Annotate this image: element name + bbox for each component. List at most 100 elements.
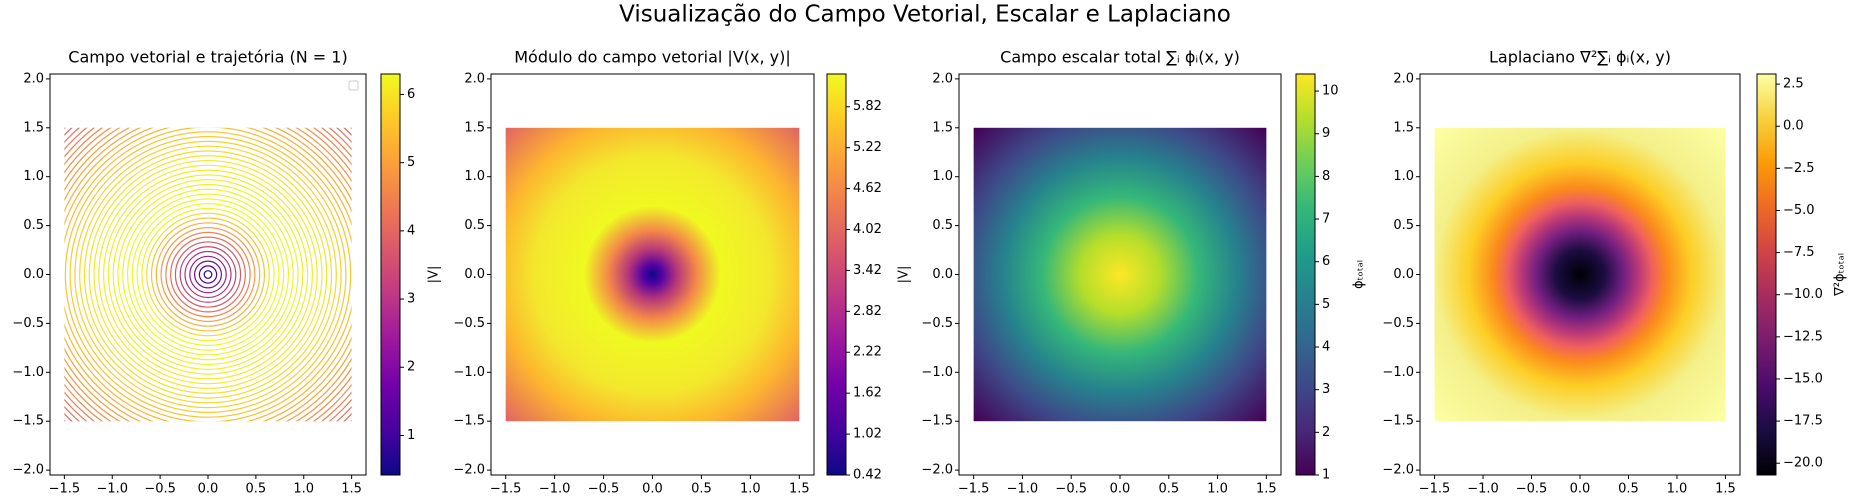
y-tick-label: 2.0 [23, 71, 44, 86]
colorbar-tick-label: 1.02 [853, 427, 882, 442]
y-tick-label: −1.0 [1382, 365, 1414, 380]
colorbar-tick-label: −2.5 [1783, 161, 1815, 176]
y-tick-label: −0.5 [453, 316, 485, 331]
colorbar [380, 73, 401, 476]
y-tick-label: −0.5 [921, 316, 953, 331]
colorbar-tick-label: −7.5 [1783, 245, 1815, 260]
colorbar-tick-label: 5 [1322, 297, 1330, 312]
heatmap-image [973, 127, 1267, 422]
y-tick-label: −2.0 [1382, 463, 1414, 478]
colorbar-tick-label: 4 [1322, 340, 1330, 355]
legend-box [348, 80, 359, 91]
colorbar-tick-label: 2 [407, 360, 415, 375]
y-tick-label: −1.5 [921, 414, 953, 429]
streamline [146, 212, 270, 337]
colorbar-tick-label: 5.22 [853, 140, 882, 155]
x-tick-label: −0.5 [144, 482, 176, 497]
streamline [198, 265, 218, 284]
heatmap-image [505, 127, 800, 422]
y-tick-label: −1.0 [12, 365, 44, 380]
panel: Campo escalar total ∑ᵢ ϕᵢ(x, y) −1.5 −1.0 −… [921, 48, 1366, 497]
colorbar-tick-label: 2.82 [853, 304, 882, 319]
x-tick-label: 1.5 [1715, 482, 1736, 497]
streamline [126, 193, 290, 356]
streamline [69, 136, 347, 413]
streamline [64, 131, 352, 418]
panel: Módulo do campo vetorial |V(x, y)| −1.5 −1… [453, 48, 911, 497]
colorbar-tick-label: −12.5 [1783, 329, 1823, 344]
streamline [165, 231, 251, 318]
colorbar-tick-label: 1.62 [853, 386, 882, 401]
x-tick-label: 1.5 [789, 482, 810, 497]
colorbar-tick-label: 4 [407, 223, 415, 238]
streamline [64, 127, 352, 422]
streamline [64, 127, 352, 422]
y-tick-label: 1.0 [1393, 169, 1414, 184]
colorbar-tick-label: 3 [1322, 382, 1330, 397]
colorbar [1295, 73, 1316, 476]
x-tick-label: 1.0 [740, 482, 761, 497]
streamline [88, 155, 328, 394]
streamline [193, 260, 223, 289]
y-tick-label: 0.0 [1393, 267, 1414, 282]
colorbar [1756, 73, 1777, 476]
panel-title: Campo escalar total ∑ᵢ ϕᵢ(x, y) [1000, 48, 1240, 67]
x-tick-label: 0.0 [198, 482, 219, 497]
y-tick-label: 0.5 [932, 218, 953, 233]
colorbar-tick-label: 8 [1322, 169, 1330, 184]
streamline [155, 222, 261, 327]
y-tick-label: −1.5 [1382, 414, 1414, 429]
axes-frame [49, 73, 367, 476]
colorbar-label: ϕₜₒₜₐₗ [1352, 260, 1367, 289]
colorbar-tick-label: 1 [407, 428, 415, 443]
panel-title: Laplaciano ∇²∑ᵢ ϕᵢ(x, y) [1489, 48, 1671, 67]
streamlines [64, 127, 352, 422]
x-tick-label: 1.0 [1667, 482, 1688, 497]
streamline [189, 255, 227, 294]
x-tick-label: −1.5 [490, 482, 522, 497]
y-tick-label: 0.0 [23, 267, 44, 282]
streamline [79, 145, 337, 404]
streamline [64, 127, 352, 422]
streamline [64, 127, 352, 422]
x-tick-label: 1.0 [1207, 482, 1228, 497]
streamline [136, 203, 280, 346]
x-tick-label: 1.5 [1256, 482, 1277, 497]
x-tick-label: 1.5 [341, 482, 362, 497]
y-tick-label: 1.0 [23, 169, 44, 184]
streamline [98, 164, 318, 385]
colorbar-tick-label: 2 [1322, 425, 1330, 440]
y-tick-label: −1.5 [12, 414, 44, 429]
streamline [64, 127, 352, 422]
colorbar-tick-label: −20.0 [1783, 456, 1823, 471]
y-tick-label: 2.0 [1393, 71, 1414, 86]
x-tick-label: −1.0 [1007, 482, 1039, 497]
streamline [64, 127, 352, 422]
streamline [64, 127, 352, 422]
y-tick-label: −2.0 [921, 463, 953, 478]
y-tick-label: 2.0 [464, 71, 485, 86]
y-tick-label: 1.5 [932, 120, 953, 135]
colorbar-label: ∇²ϕₜₒₜₐₗ [1833, 253, 1848, 297]
colorbar-tick-label: 5.82 [853, 99, 882, 114]
y-tick-label: 1.0 [932, 169, 953, 184]
heatmap-image [1434, 127, 1726, 422]
colorbar-tick-label: −5.0 [1783, 203, 1815, 218]
colorbar-tick-label: 0.42 [853, 468, 882, 483]
colorbar-tick-label: 6 [1322, 254, 1330, 269]
colorbar-tick-label: −17.5 [1783, 414, 1823, 429]
streamline [117, 183, 299, 366]
streamline [64, 127, 352, 422]
x-tick-label: 0.5 [246, 482, 267, 497]
streamline [103, 169, 313, 380]
x-tick-label: −1.0 [96, 482, 128, 497]
colorbar-tick-label: 9 [1322, 126, 1330, 141]
streamline [184, 250, 232, 299]
y-tick-label: 0.5 [464, 218, 485, 233]
y-tick-label: −0.5 [12, 316, 44, 331]
y-tick-label: −1.5 [453, 414, 485, 429]
y-tick-label: 2.0 [932, 71, 953, 86]
x-tick-label: 1.0 [293, 482, 314, 497]
x-tick-label: 0.0 [642, 482, 663, 497]
x-tick-label: −0.5 [588, 482, 620, 497]
